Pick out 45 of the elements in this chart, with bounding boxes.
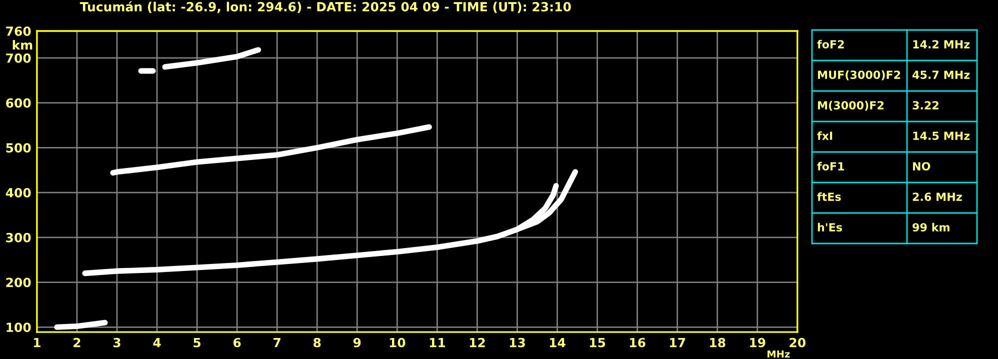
text: 99 km — [912, 222, 950, 232]
text: ftEs — [817, 192, 841, 201]
x-tick-label: 4 — [153, 338, 161, 348]
x-tick-label: 18 — [710, 338, 726, 348]
text: 45.7 MHz — [912, 70, 970, 79]
x-tick-label: 13 — [510, 338, 525, 348]
text: 14.5 MHz — [913, 132, 970, 140]
x-tick-label: 15 — [590, 338, 606, 348]
x-tick-label: 20 — [790, 338, 806, 348]
x-tick-label: 19 — [750, 338, 766, 348]
x-tick-label: 7 — [274, 338, 280, 348]
text: fxI — [817, 131, 832, 140]
x-tick-label: 6 — [233, 338, 241, 348]
y-axis-title: km — [12, 40, 32, 50]
y-tick-label: 300 — [6, 232, 31, 242]
x-tick-label: 16 — [630, 338, 646, 348]
text: foF2 — [817, 40, 844, 48]
text: h'Es — [818, 222, 842, 232]
x-tick-label: 14 — [550, 338, 566, 348]
text: 3.22 — [912, 101, 938, 110]
text: M(3000)F2 — [818, 100, 884, 111]
text: NO — [913, 162, 930, 170]
x-tick-label: 5 — [194, 338, 200, 348]
x-tick-label: 11 — [430, 338, 446, 348]
x-tick-label: 12 — [470, 338, 485, 348]
y-tick-label: 500 — [6, 143, 31, 153]
text: MUF(3000)F2 — [818, 70, 900, 80]
x-tick-label: 8 — [314, 338, 321, 348]
text: foF1 — [817, 162, 844, 170]
x-tick-label: 9 — [353, 338, 361, 348]
y-tick-label: 700 — [6, 53, 31, 63]
y-tick-label: 200 — [6, 278, 31, 288]
text: 14.2 MHz — [913, 40, 970, 48]
y-tick-label: 100 — [6, 322, 31, 332]
x-tick-label: 2 — [74, 338, 80, 348]
y-tick-label: 600 — [6, 98, 31, 108]
x-tick-label: 3 — [113, 338, 120, 348]
x-axis-title: MHz — [768, 350, 790, 358]
chart-title: Tucumán (lat: -26.9, lon: 294.6) - DATE: 2025 04 09 - TIME (UT): 23:10 — [80, 1, 571, 14]
y-tick-label: 400 — [6, 188, 31, 198]
y-tick-label: 760 — [6, 26, 31, 36]
text: 2.6 MHz — [912, 192, 962, 201]
x-tick-label: 17 — [670, 338, 686, 348]
x-tick-label: 1 — [34, 338, 40, 348]
x-tick-label: 10 — [390, 338, 406, 348]
